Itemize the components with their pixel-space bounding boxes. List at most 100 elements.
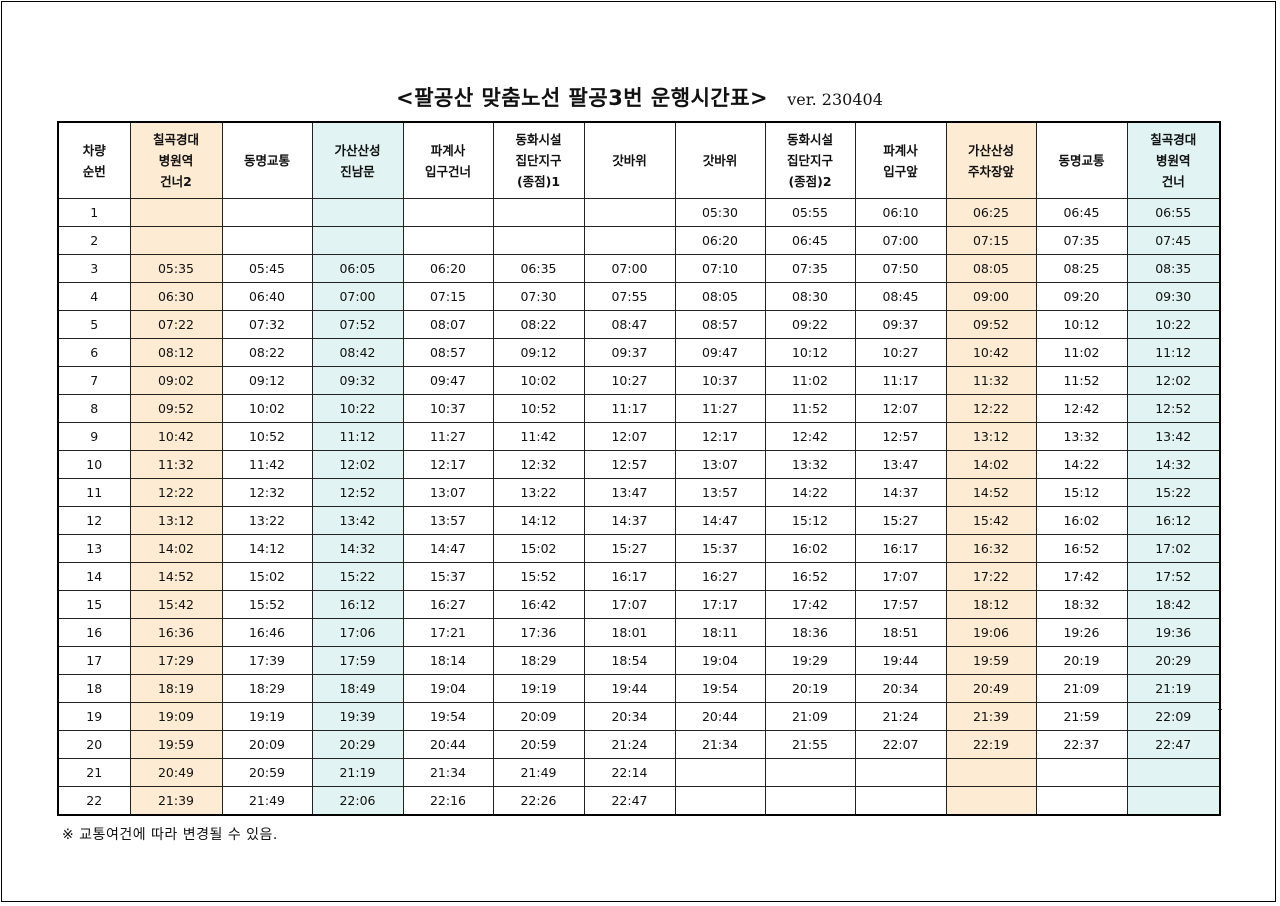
- departure-time-cell: 19:44: [854, 646, 947, 675]
- departure-time-cell: 10:02: [221, 394, 313, 423]
- departure-time-cell: 10:37: [402, 394, 494, 423]
- departure-time-cell: 10:42: [945, 338, 1037, 367]
- departure-time-cell: 10:27: [583, 366, 676, 395]
- departure-time-cell: 08:12: [129, 338, 223, 367]
- departure-time-cell: 06:45: [1035, 198, 1128, 227]
- departure-time-cell: 07:45: [1126, 226, 1221, 255]
- departure-time-cell: 13:57: [402, 506, 494, 535]
- departure-time-cell: 20:34: [854, 674, 947, 703]
- departure-time-cell: 15:42: [129, 590, 223, 619]
- column-header-line: 집단지구: [515, 153, 562, 168]
- departure-time-cell: 18:12: [945, 590, 1037, 619]
- departure-time-cell: 09:22: [764, 310, 856, 339]
- departure-time-cell: 09:30: [1126, 282, 1221, 311]
- departure-time-cell: 16:52: [1035, 534, 1128, 563]
- departure-time-cell: 07:00: [583, 254, 676, 283]
- departure-time-cell: [674, 758, 766, 787]
- departure-time-cell: 09:02: [129, 366, 223, 395]
- departure-time-cell: 21:34: [402, 758, 494, 787]
- column-header-line: 병원역: [1155, 153, 1191, 168]
- departure-time-cell: 20:59: [221, 758, 313, 787]
- departure-time-cell: 11:27: [402, 422, 494, 451]
- departure-time-cell: 14:32: [311, 534, 404, 563]
- departure-time-cell: 06:30: [129, 282, 223, 311]
- table-row: 19 19:09 19:19 19:39 19:54 20:09 20:34 20:44 21:…: [57, 702, 1221, 731]
- departure-time-cell: 19:19: [492, 674, 585, 703]
- departure-time-cell: 22:06: [311, 786, 404, 816]
- departure-time-cell: 14:32: [1126, 450, 1221, 479]
- departure-time-cell: 07:00: [854, 226, 947, 255]
- departure-time-cell: 13:32: [764, 450, 856, 479]
- departure-time-cell: 19:26: [1035, 618, 1128, 647]
- departure-time-cell: 11:12: [1126, 338, 1221, 367]
- departure-time-cell: [945, 786, 1037, 816]
- table-row: 12 13:12 13:22 13:42 13:57 14:12 14:37 14:47 15:…: [57, 506, 1221, 535]
- departure-time-cell: 12:42: [764, 422, 856, 451]
- column-header-line: 동화시설: [786, 132, 833, 147]
- departure-time-cell: 20:19: [1035, 646, 1128, 675]
- table-row: 11 12:22 12:32 12:52 13:07 13:22 13:47 13:57 14:…: [57, 478, 1221, 507]
- vehicle-order-cell: 17: [57, 646, 131, 675]
- departure-time-cell: 19:59: [945, 646, 1037, 675]
- departure-time-cell: [129, 226, 223, 255]
- departure-time-cell: 16:36: [129, 618, 223, 647]
- departure-time-cell: 09:37: [583, 338, 676, 367]
- column-header: 파계사 입구앞: [854, 121, 947, 199]
- departure-time-cell: 21:55: [764, 730, 856, 759]
- departure-time-cell: 12:22: [129, 478, 223, 507]
- column-header-line: 파계사: [883, 142, 918, 158]
- departure-time-cell: 12:22: [945, 394, 1037, 423]
- departure-time-cell: 20:09: [492, 702, 585, 731]
- departure-time-cell: 14:02: [129, 534, 223, 563]
- column-header-line: 칠곡경대: [1150, 132, 1197, 147]
- column-header: 칠곡경대 병원역 건너: [1126, 121, 1221, 199]
- departure-time-cell: 17:02: [1126, 534, 1221, 563]
- departure-time-cell: 18:01: [583, 618, 676, 647]
- departure-time-cell: 08:47: [583, 310, 676, 339]
- departure-time-cell: 21:34: [674, 730, 766, 759]
- vehicle-order-cell: 7: [57, 366, 131, 395]
- departure-time-cell: 16:52: [764, 562, 856, 591]
- departure-time-cell: 15:12: [764, 506, 856, 535]
- departure-time-cell: 19:29: [764, 646, 856, 675]
- departure-time-cell: 12:57: [854, 422, 947, 451]
- departure-time-cell: 06:20: [674, 226, 766, 255]
- departure-time-cell: 20:44: [402, 730, 494, 759]
- departure-time-cell: 21:49: [221, 786, 313, 816]
- departure-time-cell: 15:27: [854, 506, 947, 535]
- departure-time-cell: 07:30: [492, 282, 585, 311]
- column-header-line: 가산산성: [967, 142, 1014, 158]
- departure-time-cell: [221, 226, 313, 255]
- table-row: 3 05:35 05:45 06:05 06:20 06:35 07:00 07:10 07:3…: [57, 254, 1221, 283]
- departure-time-cell: 10:37: [674, 366, 766, 395]
- departure-time-cell: 07:15: [945, 226, 1037, 255]
- departure-time-cell: 21:39: [945, 702, 1037, 731]
- departure-time-cell: 19:04: [402, 674, 494, 703]
- departure-time-cell: [492, 226, 585, 255]
- departure-time-cell: 21:24: [854, 702, 947, 731]
- departure-time-cell: 20:09: [221, 730, 313, 759]
- departure-time-cell: 12:57: [583, 450, 676, 479]
- departure-time-cell: 14:22: [1035, 450, 1128, 479]
- departure-time-cell: 11:32: [945, 366, 1037, 395]
- departure-time-cell: 19:36: [1126, 618, 1221, 647]
- departure-time-cell: 18:19: [129, 674, 223, 703]
- departure-time-cell: 21:19: [1126, 674, 1221, 703]
- departure-time-cell: 07:35: [1035, 226, 1128, 255]
- departure-time-cell: 16:17: [854, 534, 947, 563]
- departure-time-cell: 17:21: [402, 618, 494, 647]
- departure-time-cell: 17:59: [311, 646, 404, 675]
- departure-time-cell: 18:32: [1035, 590, 1128, 619]
- departure-time-cell: 13:12: [945, 422, 1037, 451]
- departure-time-cell: 06:05: [311, 254, 404, 283]
- departure-time-cell: 19:19: [221, 702, 313, 731]
- departure-time-cell: 22:47: [1126, 730, 1221, 759]
- departure-time-cell: 16:02: [764, 534, 856, 563]
- departure-time-cell: 09:47: [674, 338, 766, 367]
- vehicle-order-cell: 15: [57, 590, 131, 619]
- vehicle-order-cell: 19: [57, 702, 131, 731]
- departure-time-cell: 19:44: [583, 674, 676, 703]
- departure-time-cell: 18:49: [311, 674, 404, 703]
- departure-time-cell: 22:14: [583, 758, 676, 787]
- departure-time-cell: 21:49: [492, 758, 585, 787]
